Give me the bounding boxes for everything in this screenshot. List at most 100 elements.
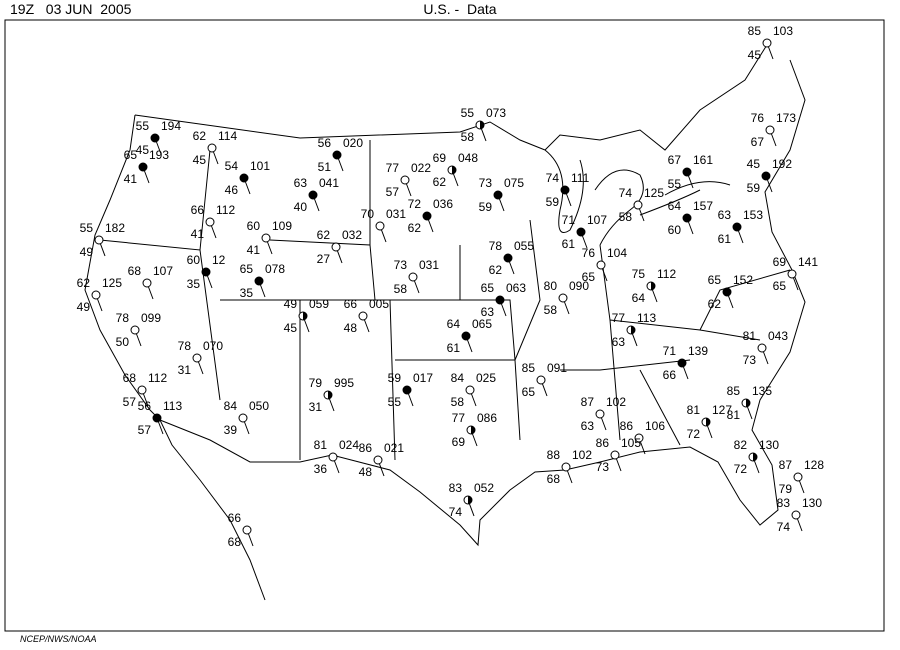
- pressure: 025: [476, 371, 496, 385]
- station-circle: [634, 433, 644, 443]
- pressure: 075: [504, 176, 524, 190]
- station-circle: [576, 227, 586, 237]
- temperature: 60: [187, 253, 201, 267]
- station: 60 109 41: [247, 219, 293, 257]
- dewpoint: 65: [582, 270, 596, 284]
- station-circle: [242, 525, 252, 535]
- temperature: 65: [240, 262, 254, 276]
- station-cover: [631, 326, 635, 334]
- dewpoint: 68: [547, 472, 561, 486]
- pressure: 105: [621, 436, 641, 450]
- pressure: 12: [212, 253, 226, 267]
- pressure: 193: [149, 148, 169, 162]
- dewpoint: 59: [546, 195, 560, 209]
- station-circle: [610, 450, 620, 460]
- pressure: 055: [514, 239, 534, 253]
- temperature: 76: [751, 111, 765, 125]
- station-circle: [192, 353, 202, 363]
- temperature: 66: [191, 203, 205, 217]
- temperature: 78: [178, 339, 192, 353]
- station: 65 063 63: [481, 281, 527, 319]
- station-circle: [787, 269, 797, 279]
- pressure: 032: [342, 228, 362, 242]
- station: 63 153 61: [718, 208, 764, 246]
- dewpoint: 58: [461, 130, 475, 144]
- station: 69 048 62: [433, 151, 479, 189]
- station-circle: [791, 510, 801, 520]
- pressure: 157: [693, 199, 713, 213]
- station-cover: [452, 166, 456, 174]
- temperature: 65: [124, 148, 138, 162]
- station: 76 104 65: [582, 246, 628, 284]
- station: 65 152 62: [708, 273, 754, 311]
- temperature: 62: [77, 276, 91, 290]
- temperature: 75: [632, 267, 646, 281]
- dewpoint: 57: [386, 185, 400, 199]
- station: 55 182 49: [80, 221, 126, 259]
- dewpoint: 46: [225, 183, 239, 197]
- map-credit: NCEP/NWS/NOAA: [20, 634, 97, 644]
- station: 85 103 45: [748, 24, 794, 62]
- temperature: 86: [359, 441, 373, 455]
- temperature: 69: [433, 151, 447, 165]
- station: 83 052 74: [449, 481, 495, 519]
- station-circle: [358, 311, 368, 321]
- temperature: 62: [317, 228, 331, 242]
- station: 85 135 81: [727, 384, 773, 422]
- station-circle: [765, 125, 775, 135]
- pressure: 114: [218, 129, 237, 143]
- pressure: 194: [161, 119, 181, 133]
- pressure: 152: [733, 273, 753, 287]
- station: 64 065 61: [447, 317, 493, 355]
- station: 77 022 57: [386, 161, 432, 199]
- dewpoint: 79: [779, 482, 793, 496]
- station-cover: [471, 426, 475, 434]
- temperature: 71: [663, 344, 677, 358]
- temperature: 87: [779, 458, 793, 472]
- station-circle: [596, 260, 606, 270]
- pressure: 048: [458, 151, 478, 165]
- station: 77 086 69: [452, 411, 498, 449]
- pressure: 112: [657, 267, 676, 281]
- temperature: 59: [388, 371, 402, 385]
- station-circle: [201, 267, 211, 277]
- pressure: 103: [773, 24, 793, 38]
- station-circle: [465, 385, 475, 395]
- pressure: 043: [768, 329, 788, 343]
- pressure: 063: [506, 281, 526, 295]
- dewpoint: 45: [284, 321, 298, 335]
- temperature: 77: [386, 161, 400, 175]
- temperature: 81: [687, 403, 701, 417]
- pressure: 111: [571, 171, 590, 185]
- dewpoint: 48: [344, 321, 358, 335]
- station: 65 193 41: [124, 148, 170, 186]
- temperature: 84: [224, 399, 238, 413]
- dewpoint: 73: [596, 460, 610, 474]
- dewpoint: 59: [747, 181, 761, 195]
- dewpoint: 57: [123, 395, 137, 409]
- dewpoint: 57: [138, 423, 152, 437]
- pressure: 021: [384, 441, 404, 455]
- station: 62 032 27: [317, 228, 363, 266]
- pressure: 101: [250, 159, 270, 173]
- dewpoint: 58: [451, 395, 465, 409]
- station-circle: [633, 200, 643, 210]
- station-circle: [558, 293, 568, 303]
- station-circle: [493, 190, 503, 200]
- station: 81 127 72: [687, 403, 733, 441]
- temperature: 66: [228, 511, 242, 525]
- station: 74 111 59: [546, 171, 590, 209]
- pressure: 090: [569, 279, 589, 293]
- temperature: 63: [294, 176, 308, 190]
- pressure: 102: [572, 448, 592, 462]
- dewpoint: 50: [116, 335, 130, 349]
- pressure: 113: [637, 311, 656, 325]
- station: 67 161 55: [668, 153, 714, 191]
- temperature: 64: [668, 199, 682, 213]
- station: 85 091 65: [522, 361, 568, 399]
- temperature: 85: [727, 384, 741, 398]
- station-circle: [331, 242, 341, 252]
- station: 78 055 62: [489, 239, 535, 277]
- station: 72 036 62: [408, 197, 454, 235]
